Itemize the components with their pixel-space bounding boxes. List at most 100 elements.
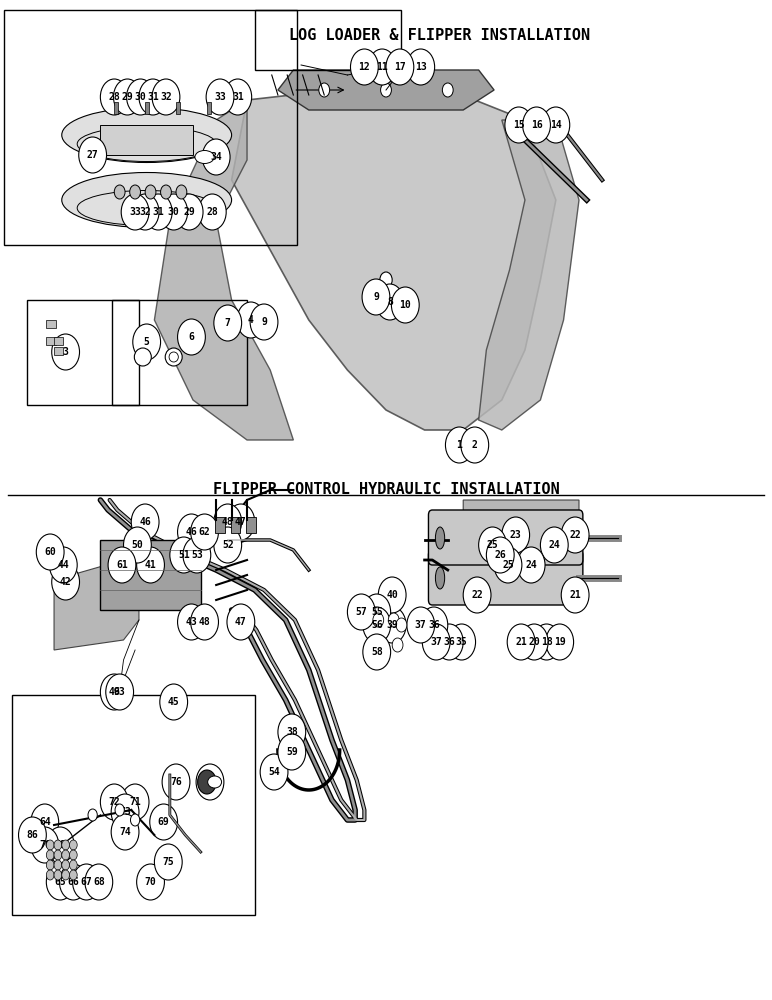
Circle shape	[376, 284, 404, 320]
Text: 21: 21	[515, 637, 527, 647]
Circle shape	[73, 864, 100, 900]
Bar	[46, 320, 56, 328]
Circle shape	[224, 79, 252, 115]
Text: 49: 49	[108, 687, 120, 697]
Circle shape	[363, 607, 391, 643]
Text: 74: 74	[119, 827, 131, 837]
Circle shape	[115, 804, 124, 816]
Text: FLIPPER CONTROL HYDRAULIC INSTALLATION: FLIPPER CONTROL HYDRAULIC INSTALLATION	[212, 483, 560, 497]
Text: 11: 11	[376, 62, 388, 72]
Text: 54: 54	[268, 767, 280, 777]
Circle shape	[386, 49, 414, 85]
Circle shape	[54, 850, 62, 860]
Circle shape	[106, 674, 134, 710]
Text: 36: 36	[428, 620, 440, 630]
FancyBboxPatch shape	[145, 102, 149, 114]
Circle shape	[31, 827, 59, 863]
Circle shape	[62, 870, 69, 880]
Ellipse shape	[134, 348, 151, 366]
Circle shape	[479, 527, 506, 563]
Circle shape	[152, 79, 180, 115]
Text: 15: 15	[513, 120, 525, 130]
Circle shape	[214, 527, 242, 563]
Circle shape	[448, 624, 476, 660]
Polygon shape	[232, 80, 556, 430]
Text: 67: 67	[80, 877, 93, 887]
Text: 8: 8	[387, 297, 393, 307]
Circle shape	[392, 638, 403, 652]
Text: 44: 44	[57, 560, 69, 570]
Circle shape	[388, 613, 399, 627]
Ellipse shape	[62, 107, 232, 162]
Text: 32: 32	[160, 92, 172, 102]
Text: 3: 3	[63, 347, 69, 357]
Circle shape	[237, 302, 265, 338]
Circle shape	[227, 504, 255, 540]
FancyBboxPatch shape	[428, 510, 583, 565]
Circle shape	[69, 860, 77, 870]
FancyBboxPatch shape	[100, 540, 201, 610]
Circle shape	[362, 279, 390, 315]
Circle shape	[202, 139, 230, 175]
Circle shape	[46, 870, 54, 880]
Text: 23: 23	[510, 530, 522, 540]
Circle shape	[546, 624, 574, 660]
Circle shape	[214, 305, 242, 341]
Polygon shape	[54, 560, 139, 650]
Circle shape	[198, 194, 226, 230]
Polygon shape	[154, 100, 293, 440]
Circle shape	[561, 517, 589, 553]
Circle shape	[442, 83, 453, 97]
Circle shape	[196, 764, 224, 800]
Text: 47: 47	[235, 617, 247, 627]
Text: 38: 38	[286, 727, 298, 737]
Circle shape	[486, 537, 514, 573]
Text: 12: 12	[358, 62, 371, 72]
Circle shape	[31, 804, 59, 840]
Circle shape	[391, 287, 419, 323]
Circle shape	[422, 624, 450, 660]
Text: 51: 51	[178, 550, 190, 560]
Circle shape	[517, 547, 545, 583]
Circle shape	[52, 564, 80, 600]
Circle shape	[137, 547, 164, 583]
Text: 14: 14	[550, 120, 562, 130]
Circle shape	[111, 814, 139, 850]
Text: 72: 72	[108, 797, 120, 807]
Text: 31: 31	[152, 207, 164, 217]
Circle shape	[124, 527, 151, 563]
Text: 35: 35	[455, 637, 468, 647]
Text: 57: 57	[355, 607, 367, 617]
Text: 33: 33	[214, 92, 226, 102]
Text: 2: 2	[472, 440, 478, 450]
Circle shape	[378, 577, 406, 613]
Text: 70: 70	[144, 877, 157, 887]
Circle shape	[131, 504, 159, 540]
Bar	[54, 337, 63, 345]
Text: 71: 71	[129, 797, 141, 807]
Circle shape	[100, 784, 128, 820]
Circle shape	[19, 817, 46, 853]
Circle shape	[36, 534, 64, 570]
Circle shape	[540, 527, 568, 563]
Circle shape	[160, 684, 188, 720]
Circle shape	[162, 764, 190, 800]
Text: 56: 56	[371, 620, 383, 630]
Text: 42: 42	[59, 577, 72, 587]
Circle shape	[445, 427, 473, 463]
Circle shape	[100, 674, 128, 710]
Circle shape	[62, 860, 69, 870]
FancyBboxPatch shape	[100, 125, 193, 155]
Circle shape	[260, 754, 288, 790]
Text: 46: 46	[185, 527, 198, 537]
Circle shape	[278, 734, 306, 770]
Circle shape	[178, 319, 205, 355]
Circle shape	[378, 607, 406, 643]
Text: 31: 31	[147, 92, 159, 102]
Text: 76: 76	[170, 777, 182, 787]
FancyBboxPatch shape	[231, 517, 240, 533]
Ellipse shape	[62, 172, 232, 228]
Text: 26: 26	[494, 550, 506, 560]
Ellipse shape	[169, 352, 178, 362]
Circle shape	[121, 194, 149, 230]
